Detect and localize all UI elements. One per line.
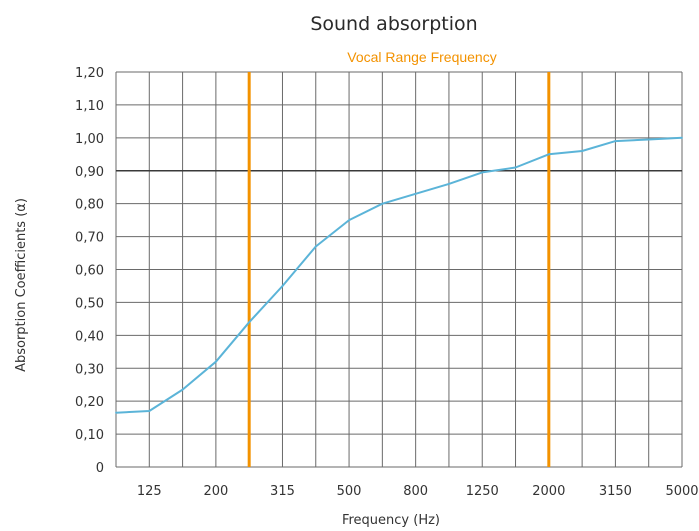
y-tick-label: 1,20 bbox=[75, 66, 104, 81]
y-tick-label: 0,80 bbox=[75, 198, 104, 213]
y-tick-label: 1,00 bbox=[75, 132, 104, 147]
data-point bbox=[348, 219, 350, 222]
x-tick-label: 125 bbox=[137, 484, 162, 499]
data-point bbox=[381, 202, 384, 205]
grid bbox=[115, 71, 683, 468]
y-tick-label: 0 bbox=[96, 461, 104, 476]
series-group bbox=[115, 136, 683, 414]
y-tick-label: 0,60 bbox=[75, 264, 104, 279]
data-point bbox=[414, 192, 417, 195]
data-point bbox=[281, 285, 284, 287]
series-line bbox=[115, 136, 683, 414]
x-tick-label: 200 bbox=[203, 484, 228, 499]
y-tick-label: 0,40 bbox=[75, 329, 104, 344]
y-axis-label: Absorption Coefficients (α) bbox=[14, 198, 29, 372]
y-tick-label: 0,20 bbox=[75, 395, 104, 410]
y-tick-label: 0,90 bbox=[75, 165, 104, 180]
y-tick-label: 0,10 bbox=[75, 428, 104, 443]
x-tick-label: 315 bbox=[270, 484, 295, 499]
x-tick-label: 800 bbox=[403, 484, 428, 499]
chart-subtitle: Vocal Range Frequency bbox=[347, 49, 496, 65]
data-point bbox=[581, 150, 584, 152]
x-tick-labels: 125 200 315 500 800 1250 2000 3150 5000 bbox=[137, 484, 699, 499]
y-tick-label: 0,30 bbox=[75, 362, 104, 377]
data-point bbox=[514, 166, 517, 169]
data-point bbox=[148, 410, 151, 412]
x-tick-label: 5000 bbox=[665, 484, 698, 499]
data-point bbox=[248, 321, 251, 324]
y-tick-label: 1,10 bbox=[75, 99, 104, 114]
x-tick-label: 1250 bbox=[466, 484, 499, 499]
x-tick-label: 2000 bbox=[532, 484, 565, 499]
data-point bbox=[547, 153, 550, 156]
data-point bbox=[314, 245, 317, 248]
x-axis-label: Frequency (Hz) bbox=[342, 513, 440, 528]
chart-title: Sound absorption bbox=[310, 13, 477, 35]
data-point bbox=[448, 183, 450, 185]
x-tick-label: 3150 bbox=[599, 484, 632, 499]
data-point bbox=[681, 136, 683, 139]
y-tick-label: 0,70 bbox=[75, 231, 104, 246]
data-point bbox=[647, 138, 650, 141]
data-point bbox=[214, 360, 217, 363]
data-point bbox=[115, 411, 117, 414]
y-tick-label: 0,50 bbox=[75, 296, 104, 311]
y-tick-labels: 0 0,10 0,20 0,30 0,40 0,50 0,60 0,70 0,80 0,90 1,0… bbox=[75, 66, 104, 476]
x-tick-label: 500 bbox=[337, 484, 362, 499]
data-point bbox=[614, 140, 617, 143]
data-point bbox=[181, 388, 184, 391]
vocal-range-lines bbox=[247, 72, 551, 467]
data-point bbox=[481, 171, 484, 174]
